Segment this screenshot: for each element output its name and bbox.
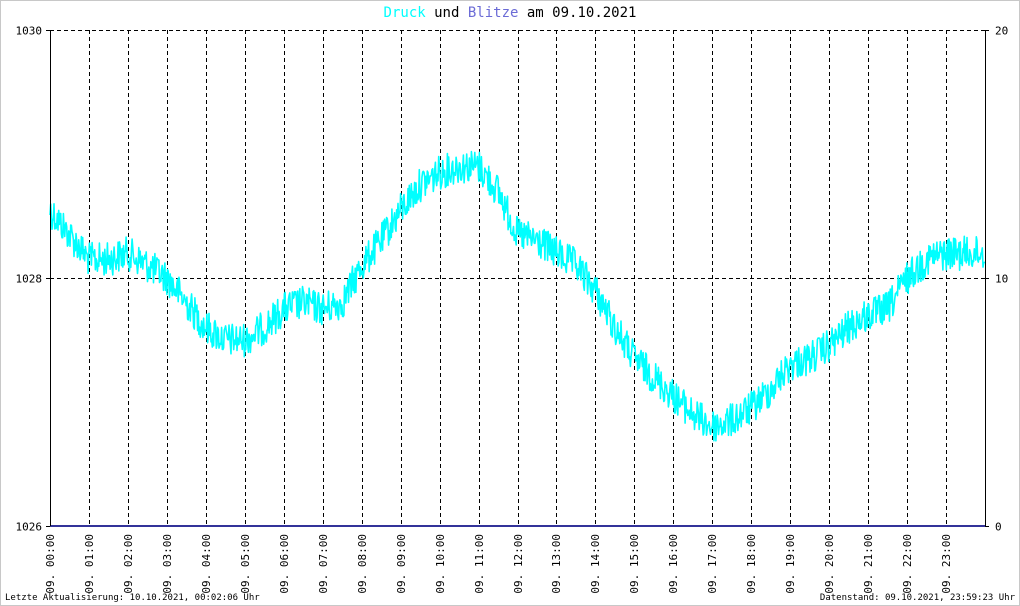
title-und: und — [434, 5, 460, 21]
x-axis-tick-label: 09. 22:00 — [901, 534, 914, 594]
right-axis-tick-label: 0 — [995, 521, 1002, 534]
series-layer — [49, 150, 986, 527]
x-axis-tick-label: 09. 12:00 — [512, 534, 525, 594]
x-axis-tick-label: 09. 17:00 — [706, 534, 719, 594]
x-axis-tick-label: 09. 03:00 — [161, 534, 174, 594]
x-axis-tick-label: 09. 16:00 — [667, 534, 680, 594]
x-axis-tick-label: 09. 18:00 — [745, 534, 758, 594]
x-axis-tick-label: 09. 08:00 — [356, 534, 369, 594]
x-axis-tick-label: 09. 05:00 — [239, 534, 252, 594]
title-date: 09.10.2021 — [552, 5, 637, 21]
title-druck: Druck — [383, 5, 426, 21]
footer-last-update: Letzte Aktualisierung: 10.10.2021, 00:02… — [5, 593, 260, 603]
x-axis-tick-label: 09. 23:00 — [940, 534, 953, 594]
pressure-series-line — [49, 150, 986, 442]
grid-layer — [50, 30, 985, 526]
x-axis-tick-label: 09. 01:00 — [83, 534, 96, 594]
right-axis-tick-label: 10 — [995, 273, 1008, 286]
left-axis-tick-label: 1028 — [16, 273, 43, 286]
x-axis-tick-label: 09. 06:00 — [278, 534, 291, 594]
x-axis-tick-label: 09. 09:00 — [395, 534, 408, 594]
x-axis-tick-label: 09. 00:00 — [44, 534, 57, 594]
label-layer: 1026 1028 1030 0 10 20 09. 00:00 09. 01:00 09. 0… — [16, 25, 1009, 594]
chart-title: Druck und Blitze am 09.10.2021 — [0, 5, 1020, 21]
x-axis-tick-label: 09. 13:00 — [550, 534, 563, 594]
x-axis-tick-label: 09. 14:00 — [589, 534, 602, 594]
x-axis-tick-label: 09. 20:00 — [823, 534, 836, 594]
x-axis-tick-label: 09. 02:00 — [122, 534, 135, 594]
title-am: am — [526, 5, 544, 21]
title-blitze: Blitze — [467, 5, 519, 21]
left-axis-tick-label: 1026 — [16, 521, 43, 534]
x-axis-tick-label: 09. 11:00 — [473, 534, 486, 594]
x-axis-tick-label: 09. 15:00 — [628, 534, 641, 594]
footer-data-status: Datenstand: 09.10.2021, 23:59:23 Uhr — [819, 593, 1015, 603]
x-axis-tick-label: 09. 07:00 — [317, 534, 330, 594]
left-axis-tick-label: 1030 — [16, 25, 43, 38]
right-axis-tick-label: 20 — [995, 25, 1008, 38]
x-axis-tick-label: 09. 19:00 — [784, 534, 797, 594]
axis-layer — [46, 30, 989, 527]
x-axis-tick-label: 09. 21:00 — [862, 534, 875, 594]
x-axis-tick-label: 09. 04:00 — [200, 534, 213, 594]
x-axis-tick-label: 09. 10:00 — [434, 534, 447, 594]
